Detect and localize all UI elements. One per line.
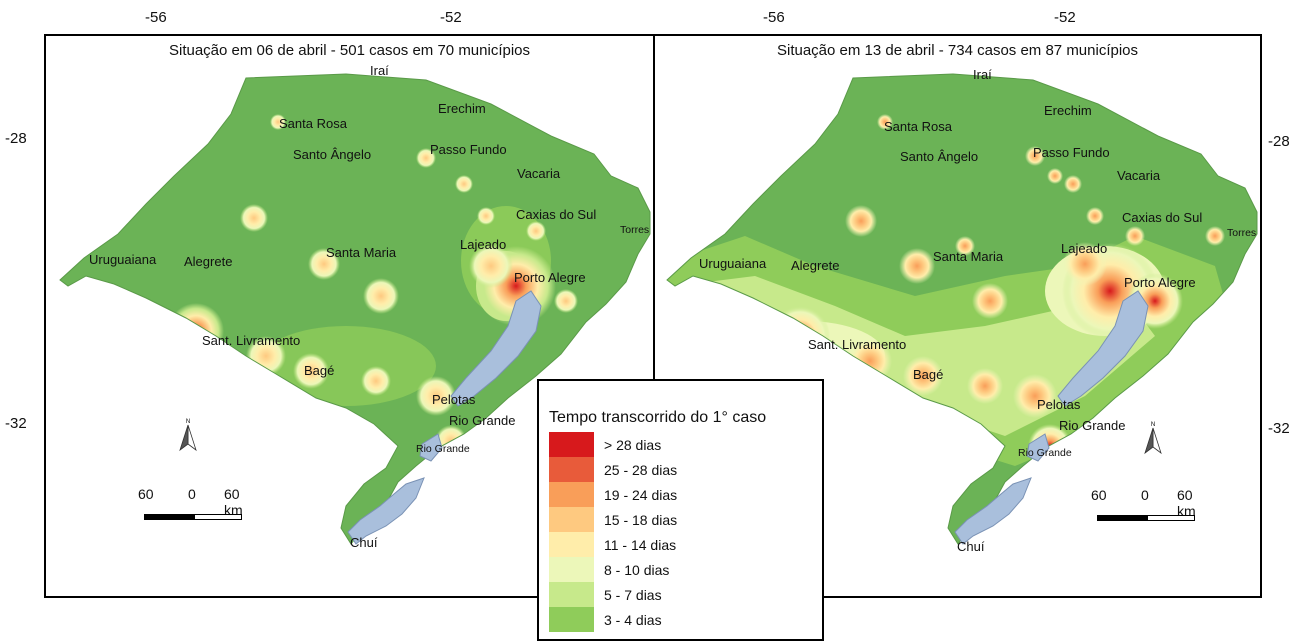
legend: Tempo transcorrido do 1° caso > 28 dias … bbox=[537, 379, 824, 641]
panel-title: Situação em 06 de abril - 501 casos em 7… bbox=[168, 42, 531, 59]
city-label: Alegrete bbox=[184, 254, 233, 269]
city-label: Santa Rosa bbox=[279, 116, 347, 131]
city-label: Erechim bbox=[438, 101, 486, 116]
lat-tick-32-left: -32 bbox=[5, 415, 27, 432]
scale-bar: 60 0 60 km bbox=[1091, 487, 1211, 527]
city-label: Iraí bbox=[973, 67, 992, 82]
legend-item: 15 - 18 dias bbox=[549, 507, 822, 532]
legend-label: 8 - 10 dias bbox=[604, 561, 670, 578]
legend-swatch bbox=[549, 607, 594, 632]
legend-item: 25 - 28 dias bbox=[549, 457, 822, 482]
city-label: Sant. Livramento bbox=[202, 333, 301, 348]
legend-label: 3 - 4 dias bbox=[604, 611, 662, 628]
city-label: Erechim bbox=[1044, 103, 1092, 118]
lat-tick-28-right: -28 bbox=[1268, 133, 1290, 150]
city-label: Caxias do Sul bbox=[516, 207, 597, 222]
city-label: Chuí bbox=[350, 535, 378, 550]
city-label: Iraí bbox=[370, 63, 389, 78]
scale-label-left: 60 bbox=[1091, 487, 1107, 503]
scale-label-mid: 0 bbox=[1141, 487, 1149, 503]
legend-swatch bbox=[549, 457, 594, 482]
scale-bar-black bbox=[1097, 515, 1147, 521]
city-label: Santa Maria bbox=[326, 245, 397, 260]
legend-swatch bbox=[549, 507, 594, 532]
lon-tick-56-right: -56 bbox=[763, 9, 785, 26]
city-label: Bagé bbox=[304, 363, 335, 378]
legend-label: 19 - 24 dias bbox=[604, 486, 678, 503]
lat-tick-32-right: -32 bbox=[1268, 420, 1290, 437]
legend-item: 8 - 10 dias bbox=[549, 557, 822, 582]
city-label: Vacaria bbox=[1117, 168, 1161, 183]
legend-swatch bbox=[549, 582, 594, 607]
legend-swatch bbox=[549, 557, 594, 582]
legend-label: 25 - 28 dias bbox=[604, 461, 678, 478]
legend-label: > 28 dias bbox=[604, 436, 662, 453]
legend-swatch bbox=[549, 532, 594, 557]
legend-item: 19 - 24 dias bbox=[549, 482, 822, 507]
lon-tick-52-left: -52 bbox=[440, 9, 462, 26]
city-label: Pelotas bbox=[1037, 397, 1081, 412]
city-label: Santa Maria bbox=[933, 249, 1004, 264]
legend-label: 5 - 7 dias bbox=[604, 586, 662, 603]
city-label: Pelotas bbox=[432, 392, 476, 407]
scale-label-mid: 0 bbox=[188, 486, 196, 502]
city-label: Passo Fundo bbox=[430, 142, 507, 157]
scale-bar-white bbox=[1147, 515, 1195, 521]
city-label: Alegrete bbox=[791, 258, 840, 273]
scale-bar: 60 0 60 km bbox=[138, 486, 258, 526]
legend-item: 5 - 7 dias bbox=[549, 582, 822, 607]
legend-item: > 28 dias bbox=[549, 432, 822, 457]
city-label: Chuí bbox=[957, 539, 985, 554]
choropleth-map-april-06 bbox=[59, 73, 651, 545]
city-label: Rio Grande bbox=[416, 443, 470, 455]
city-label: Lajeado bbox=[1061, 241, 1108, 256]
svg-text:N: N bbox=[1151, 422, 1155, 428]
city-label: Rio Grande bbox=[1059, 418, 1126, 433]
city-label: Rio Grande bbox=[449, 413, 516, 428]
scale-bar-white bbox=[194, 514, 242, 520]
legend-swatch bbox=[549, 482, 594, 507]
scale-bar-black bbox=[144, 514, 194, 520]
map-panel-april-06: Situação em 06 de abril - 501 casos em 7… bbox=[44, 34, 655, 598]
city-label: Sant. Livramento bbox=[808, 337, 907, 352]
city-label: Uruguaiana bbox=[699, 256, 767, 271]
svg-text:N: N bbox=[186, 419, 190, 425]
legend-label: 15 - 18 dias bbox=[604, 511, 678, 528]
scale-label-left: 60 bbox=[138, 486, 154, 502]
city-label: Santo Ângelo bbox=[293, 147, 372, 162]
city-label: Uruguaiana bbox=[89, 252, 157, 267]
legend-swatch bbox=[549, 432, 594, 457]
city-label: Rio Grande bbox=[1018, 447, 1072, 459]
city-label: Torres bbox=[620, 224, 650, 236]
legend-title: Tempo transcorrido do 1° caso bbox=[549, 409, 767, 426]
city-label: Vacaria bbox=[517, 166, 561, 181]
legend-label: 11 - 14 dias bbox=[604, 536, 677, 553]
north-arrow-icon: N bbox=[1144, 422, 1162, 455]
city-label: Bagé bbox=[913, 367, 944, 382]
lon-tick-52-right: -52 bbox=[1054, 9, 1076, 26]
lon-tick-56-left: -56 bbox=[145, 9, 167, 26]
city-label: Porto Alegre bbox=[514, 270, 586, 285]
city-label: Lajeado bbox=[460, 237, 507, 252]
map-panel-april-13: Situação em 13 de abril - 734 casos em 8… bbox=[653, 34, 1262, 598]
legend-item: 11 - 14 dias bbox=[549, 532, 822, 557]
city-label: Porto Alegre bbox=[1124, 275, 1196, 290]
city-label: Santo Ângelo bbox=[900, 149, 979, 164]
north-arrow-icon: N bbox=[179, 419, 197, 452]
city-label: Santa Rosa bbox=[884, 119, 952, 134]
city-label: Caxias do Sul bbox=[1122, 210, 1203, 225]
lat-tick-28-left: -28 bbox=[5, 130, 27, 147]
legend-item: 3 - 4 dias bbox=[549, 607, 822, 632]
city-label: Passo Fundo bbox=[1033, 145, 1110, 160]
panel-title: Situação em 13 de abril - 734 casos em 8… bbox=[776, 42, 1139, 59]
city-label: Torres bbox=[1227, 227, 1257, 239]
